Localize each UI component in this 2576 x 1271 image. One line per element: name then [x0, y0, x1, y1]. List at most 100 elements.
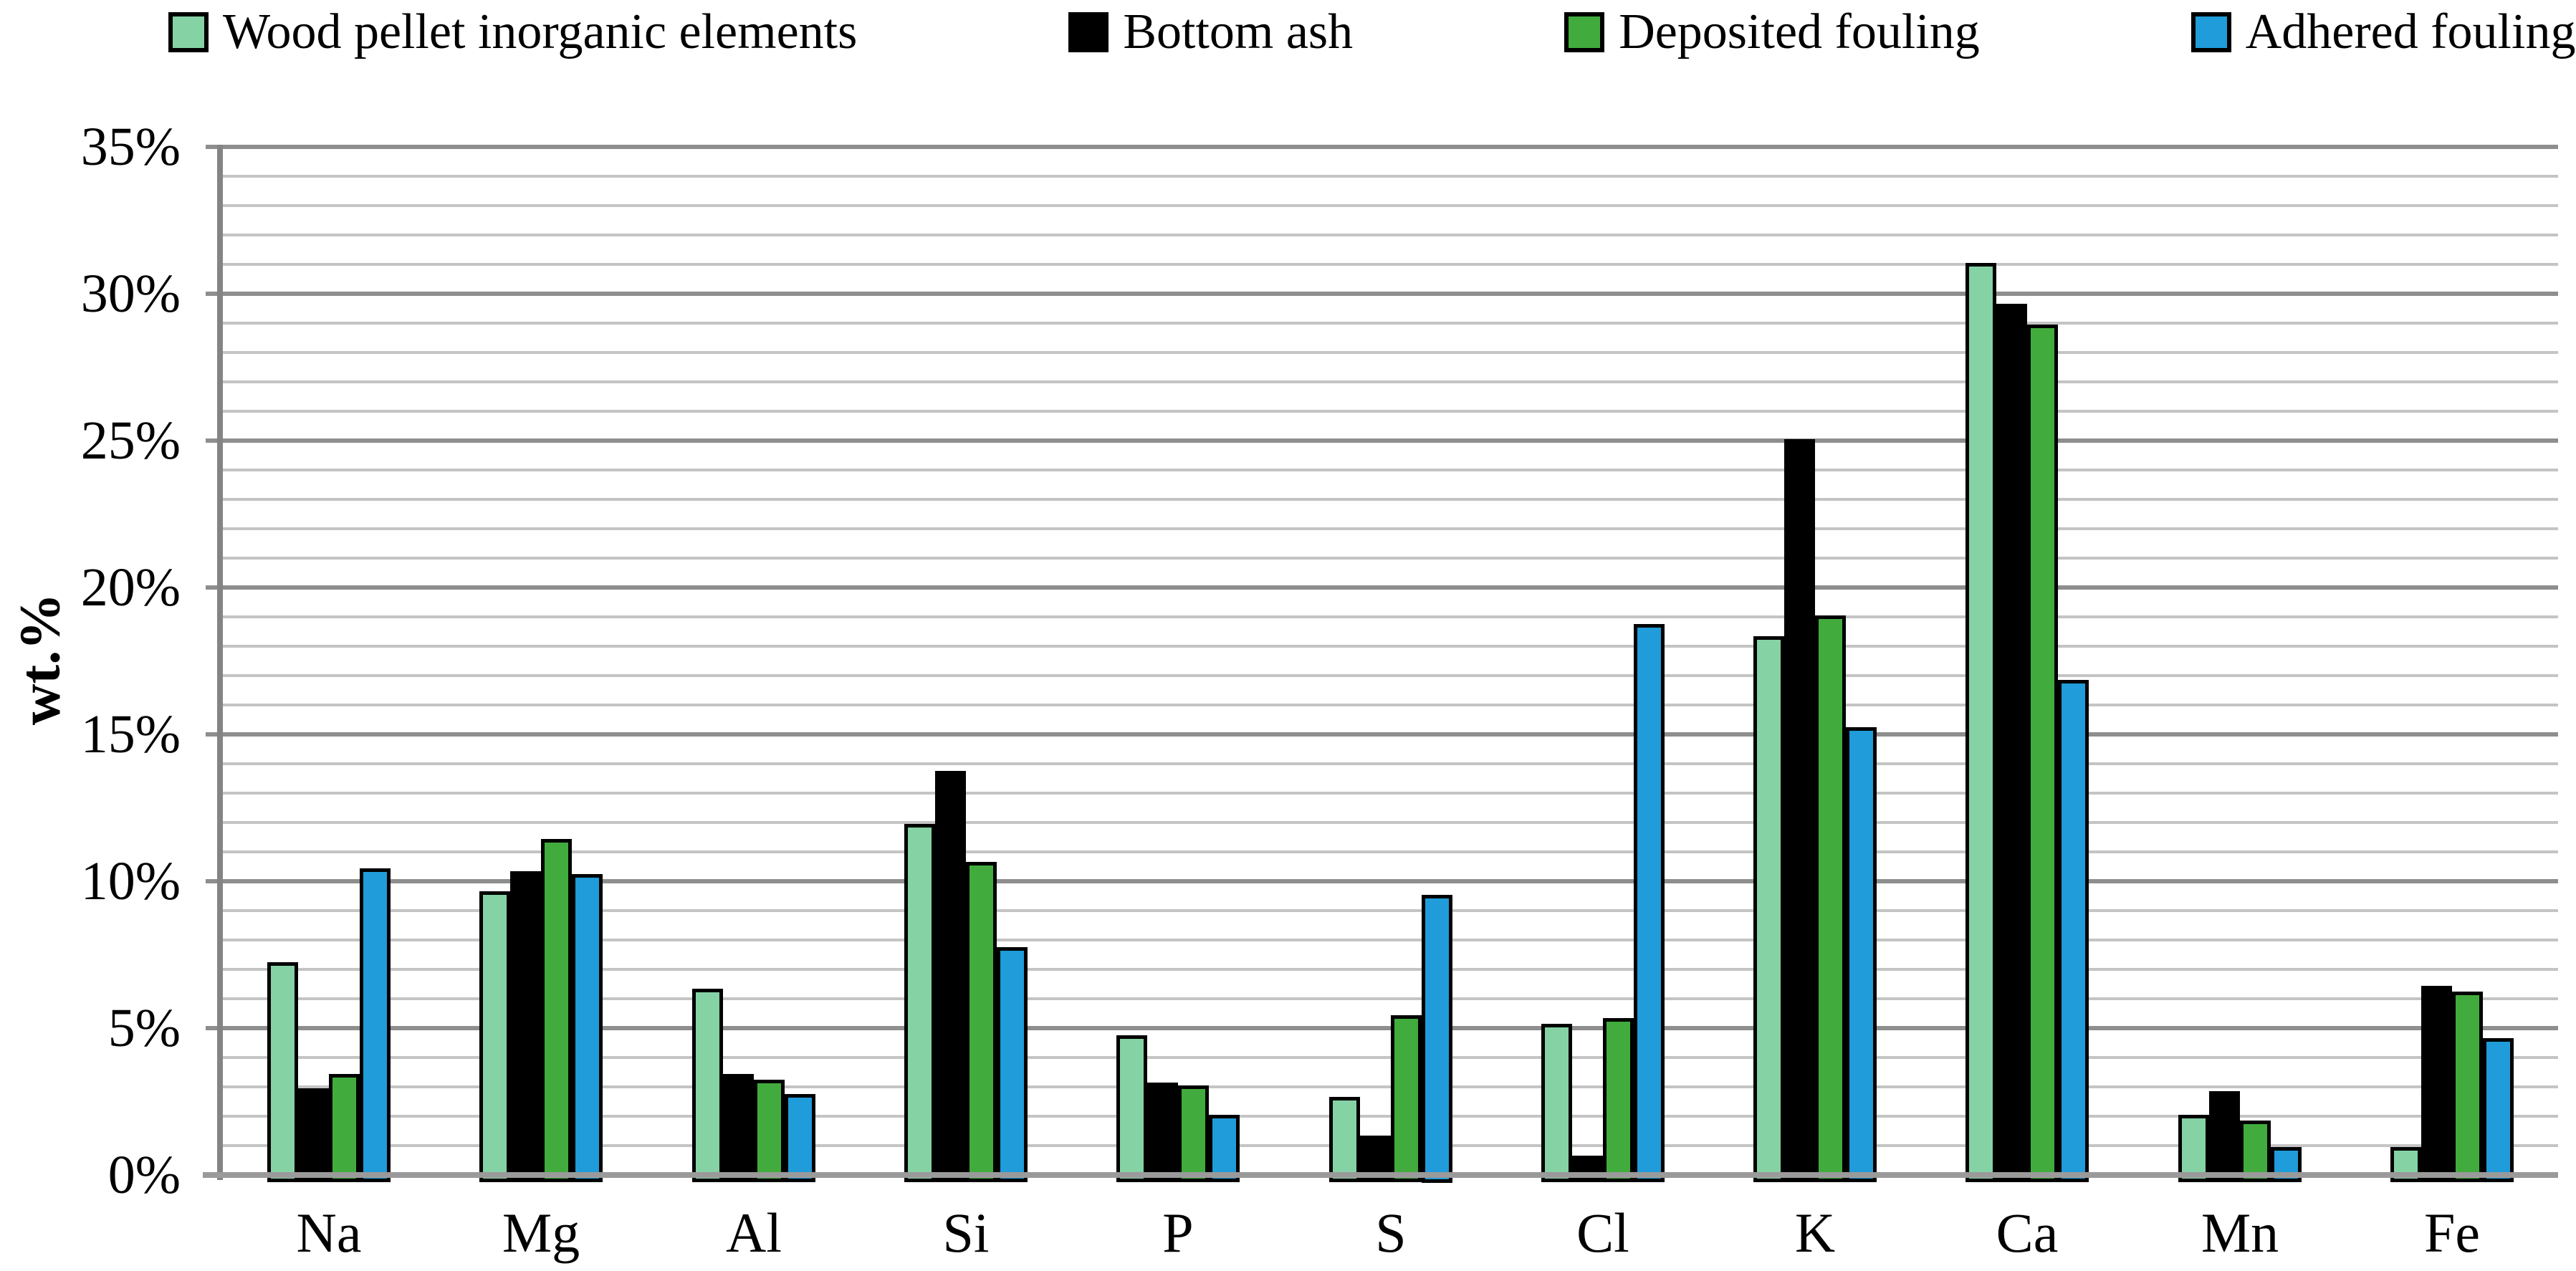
legend-swatch-icon [168, 12, 209, 52]
legend-item-3: Deposited fouling [1564, 7, 1980, 57]
bar-Na-adhered-fouling [360, 868, 391, 1182]
bar-Al-bottom-ash [723, 1074, 754, 1182]
y-tick-mark [206, 292, 220, 296]
bar-Fe-adhered-fouling [2483, 1038, 2514, 1182]
minor-gridline [220, 645, 2558, 648]
bar-Ca-wood-pellet-inorganic-elements [1965, 263, 1996, 1182]
major-gridline [220, 292, 2558, 296]
bar-S-wood-pellet-inorganic-elements [1329, 1097, 1360, 1182]
bar-Si-bottom-ash [935, 771, 966, 1182]
x-category-label-mg: Mg [502, 1202, 580, 1264]
bar-Ca-bottom-ash [1996, 304, 2027, 1182]
minor-gridline [220, 762, 2558, 765]
bar-Fe-bottom-ash [2421, 986, 2452, 1182]
x-category-label-ca: Ca [1996, 1202, 2059, 1264]
legend-item-4: Adhered fouling [2190, 4, 2576, 59]
bar-Si-adhered-fouling [997, 947, 1028, 1182]
major-gridline [220, 879, 2558, 883]
bar-Na-bottom-ash [298, 1088, 329, 1182]
bar-P-adhered-fouling [1209, 1115, 1240, 1182]
minor-gridline [220, 821, 2558, 824]
y-tick-mark [206, 145, 220, 149]
bar-Al-wood-pellet-inorganic-elements [692, 989, 723, 1182]
legend-item-1: Wood pellet inorganic elements [168, 7, 857, 57]
bar-Cl-deposited-fouling [1603, 1018, 1634, 1182]
bar-Mn-bottom-ash [2209, 1091, 2240, 1182]
major-gridline [220, 145, 2558, 149]
bar-Mn-deposited-fouling [2240, 1121, 2271, 1182]
bar-Mg-deposited-fouling [541, 839, 572, 1182]
x-category-label-k: K [1794, 1202, 1836, 1264]
minor-gridline [220, 850, 2558, 853]
minor-gridline [220, 351, 2558, 354]
bar-Si-deposited-fouling [966, 862, 997, 1182]
minor-gridline [220, 997, 2558, 1000]
bar-S-deposited-fouling [1391, 1015, 1422, 1182]
x-axis-line [203, 1172, 2558, 1178]
minor-gridline [220, 1115, 2558, 1118]
bar-Fe-deposited-fouling [2452, 992, 2483, 1182]
y-tick-label: 0% [107, 1145, 181, 1205]
legend-label: Adhered fouling [2245, 4, 2576, 59]
x-category-label-cl: Cl [1576, 1202, 1629, 1264]
y-tick-mark [206, 732, 220, 737]
y-tick-mark [206, 438, 220, 443]
major-gridline [220, 438, 2558, 443]
bar-S-bottom-ash [1360, 1136, 1391, 1182]
bar-K-adhered-fouling [1846, 727, 1877, 1182]
bar-Cl-wood-pellet-inorganic-elements [1541, 1024, 1572, 1182]
y-tick-label: 10% [80, 851, 181, 911]
bar-Cl-bottom-ash [1572, 1156, 1603, 1182]
bar-Mg-wood-pellet-inorganic-elements [479, 891, 510, 1182]
minor-gridline [220, 939, 2558, 941]
legend: Wood pellet inorganic elements Bottom ash… [168, 7, 2575, 57]
legend-swatch-icon [2190, 12, 2231, 52]
y-tick-mark [206, 879, 220, 883]
bar-Al-deposited-fouling [754, 1080, 785, 1182]
y-tick-label: 30% [80, 264, 181, 324]
bar-P-bottom-ash [1147, 1083, 1178, 1182]
legend-label: Deposited fouling [1619, 4, 1980, 59]
bar-Cl-adhered-fouling [1634, 624, 1665, 1182]
minor-gridline [220, 410, 2558, 413]
y-tick-label: 5% [107, 998, 181, 1058]
legend-label: Bottom ash [1123, 4, 1354, 59]
legend-item-2: Bottom ash [1068, 7, 1353, 57]
major-gridline [220, 732, 2558, 737]
bar-Na-deposited-fouling [329, 1074, 360, 1182]
minor-gridline [220, 968, 2558, 971]
x-category-label-al: Al [726, 1202, 782, 1264]
minor-gridline [220, 909, 2558, 912]
minor-gridline [220, 792, 2558, 795]
y-tick-label: 15% [80, 704, 181, 764]
bar-S-adhered-fouling [1422, 895, 1452, 1183]
minor-gridline [220, 498, 2558, 501]
major-gridline [220, 585, 2558, 590]
bar-K-deposited-fouling [1815, 615, 1846, 1182]
bar-Al-adhered-fouling [785, 1094, 815, 1182]
minor-gridline [220, 1085, 2558, 1088]
bar-K-bottom-ash [1784, 439, 1815, 1182]
bar-K-wood-pellet-inorganic-elements [1753, 636, 1784, 1182]
legend-label: Wood pellet inorganic elements [223, 4, 858, 59]
y-tick-mark [206, 585, 220, 590]
bar-Mn-wood-pellet-inorganic-elements [2178, 1115, 2209, 1182]
minor-gridline [220, 322, 2558, 325]
x-category-label-p: P [1162, 1202, 1194, 1264]
x-category-label-na: Na [296, 1202, 362, 1264]
major-gridline [220, 1026, 2558, 1030]
y-tick-label: 35% [80, 117, 181, 177]
minor-gridline [220, 704, 2558, 706]
x-category-label-si: Si [942, 1202, 990, 1264]
bar-Na-wood-pellet-inorganic-elements [267, 962, 298, 1182]
bar-Ca-adhered-fouling [2058, 680, 2089, 1182]
y-tick-label: 25% [80, 411, 181, 471]
bar-Mg-adhered-fouling [572, 874, 603, 1182]
minor-gridline [220, 204, 2558, 207]
y-tick-label: 20% [80, 557, 181, 618]
minor-gridline [220, 263, 2558, 266]
minor-gridline [220, 234, 2558, 236]
y-axis-line [217, 145, 223, 1180]
bar-P-wood-pellet-inorganic-elements [1116, 1035, 1147, 1182]
